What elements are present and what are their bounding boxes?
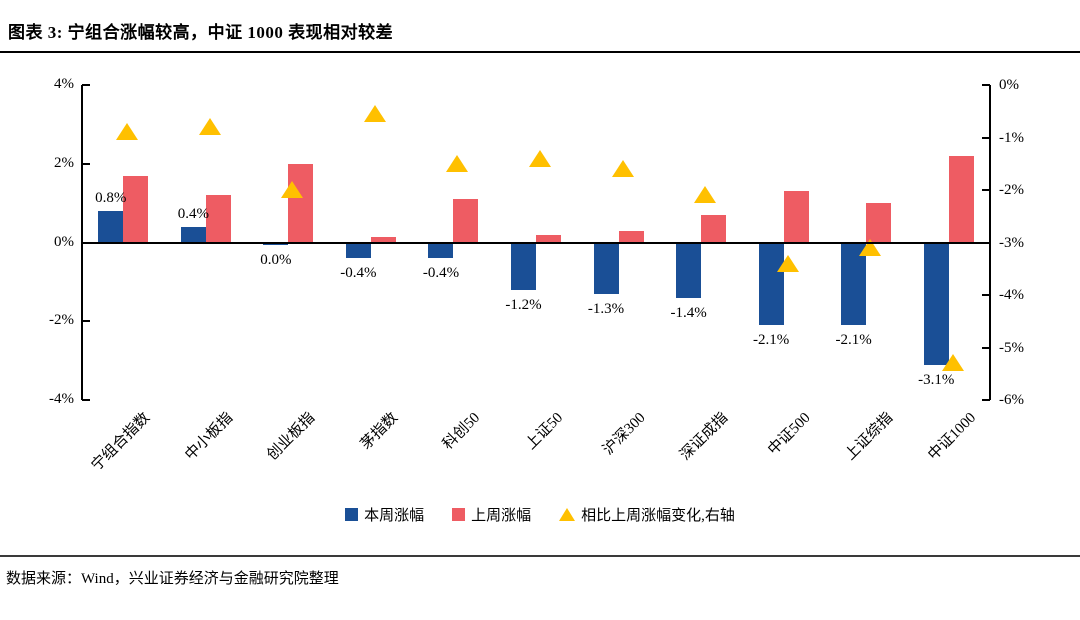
right-axis-tick-label: -4% <box>999 287 1024 303</box>
legend-square-icon <box>345 508 359 521</box>
bar-last-week <box>701 214 727 243</box>
legend-label: 本周涨幅 <box>364 508 425 524</box>
change-triangle-marker <box>529 149 551 167</box>
x-axis-category-label: 科创50 <box>440 409 484 453</box>
x-axis-category-label: 创业板指 <box>264 409 319 464</box>
left-axis-tick-label: 4% <box>54 76 74 92</box>
x-axis-category-label: 深证成指 <box>677 409 732 464</box>
bar-this-week <box>841 242 867 326</box>
bar-last-week <box>288 163 314 243</box>
right-axis-tick <box>982 84 990 86</box>
bar-value-label: -2.1% <box>753 332 790 349</box>
bar-last-week <box>370 236 396 243</box>
bar-value-label: -0.4% <box>422 265 460 282</box>
bar-value-label: 0.4% <box>177 205 209 222</box>
change-triangle-marker <box>611 160 634 177</box>
bar-last-week <box>866 203 892 243</box>
bar-value-label: -0.4% <box>340 265 377 282</box>
bar-this-week <box>345 242 371 259</box>
legend-label: 上周涨幅 <box>471 508 532 524</box>
legend-label: 相比上周涨幅变化,右轴 <box>581 508 735 524</box>
bar-value-label: 0.0% <box>260 251 292 268</box>
change-triangle-marker <box>116 123 139 141</box>
bar-value-label: -2.1% <box>835 332 872 349</box>
left-axis-tick-label: 0% <box>54 233 74 250</box>
bar-this-week <box>923 242 949 365</box>
x-axis-category-label: 上证综指 <box>842 409 897 464</box>
right-axis-tick-label: -5% <box>999 339 1024 356</box>
change-triangle-marker <box>446 154 469 172</box>
bar-last-week <box>783 191 809 243</box>
bar-this-week <box>593 242 619 294</box>
bar-last-week <box>453 199 479 243</box>
right-axis-tick-label: -2% <box>999 182 1024 198</box>
bar-this-week <box>98 211 124 243</box>
right-axis-tick-label: 0% <box>999 77 1019 93</box>
bar-value-label: -3.1% <box>918 371 955 388</box>
bar-last-week <box>618 230 644 243</box>
x-axis-category-label: 中小板指 <box>182 409 236 464</box>
right-axis-tick-label: -3% <box>999 234 1024 251</box>
left-axis-tick <box>82 399 90 401</box>
change-triangle-marker <box>363 104 386 122</box>
right-axis-tick <box>982 346 990 349</box>
change-triangle-marker <box>776 254 799 272</box>
legend-square-icon <box>452 508 466 521</box>
right-axis-tick-label: -6% <box>999 392 1024 408</box>
left-axis-tick <box>82 320 90 323</box>
bar-this-week <box>428 242 454 259</box>
x-axis-category-label: 茅指数 <box>357 409 402 453</box>
bar-this-week <box>180 226 206 243</box>
left-axis-tick-label: -4% <box>49 391 74 407</box>
bar-this-week <box>263 242 289 245</box>
right-axis-tick <box>982 136 990 139</box>
chart-title: 图表 3: 宁组合涨幅较高，中证 1000 表现相对较差 <box>8 23 394 42</box>
change-triangle-marker <box>198 118 221 135</box>
legend-triangle-icon <box>559 508 576 521</box>
bar-value-label: -1.2% <box>505 296 542 313</box>
data-source-note: 数据来源：Wind，兴业证券经济与金融研究院整理 <box>6 571 339 587</box>
right-axis-tick <box>982 399 990 401</box>
bar-value-label: -1.4% <box>670 304 707 321</box>
bar-this-week <box>511 242 536 290</box>
bar-last-week <box>948 155 974 243</box>
left-axis-tick-label: 2% <box>54 154 74 171</box>
bar-this-week <box>676 242 702 298</box>
left-axis-tick <box>82 84 90 86</box>
x-axis-category-label: 中证1000 <box>925 409 979 464</box>
x-axis-category-label: 上证50 <box>522 409 567 453</box>
x-axis-category-label: 宁组合指数 <box>89 409 154 475</box>
chart-legend: 本周涨幅 上周涨幅 相比上周涨幅变化,右轴 <box>0 504 1080 525</box>
figure-header: 图表 3: 宁组合涨幅较高，中证 1000 表现相对较差 <box>0 0 1080 53</box>
bar-last-week <box>123 175 149 243</box>
right-axis-tick <box>982 189 990 191</box>
right-axis-tick-label: -1% <box>999 129 1024 146</box>
legend-item: 本周涨幅 <box>345 504 424 525</box>
bar-value-label: 0.8% <box>95 190 127 206</box>
bar-value-label: -1.3% <box>587 300 625 317</box>
change-triangle-marker <box>694 186 717 204</box>
zero-gridline <box>81 241 991 244</box>
legend-item: 上周涨幅 <box>452 504 531 525</box>
footer-divider <box>0 555 1080 557</box>
left-axis-tick-label: -2% <box>49 312 74 329</box>
x-axis-category-label: 中证500 <box>765 409 814 459</box>
change-triangle-marker <box>941 354 964 372</box>
left-axis-tick <box>82 162 90 165</box>
change-triangle-marker <box>281 181 304 198</box>
bar-last-week <box>205 195 231 243</box>
legend-item: 相比上周涨幅变化,右轴 <box>559 504 735 525</box>
bar-last-week <box>536 234 561 243</box>
right-axis-tick <box>982 294 990 296</box>
x-axis-category-label: 沪深300 <box>600 409 649 459</box>
